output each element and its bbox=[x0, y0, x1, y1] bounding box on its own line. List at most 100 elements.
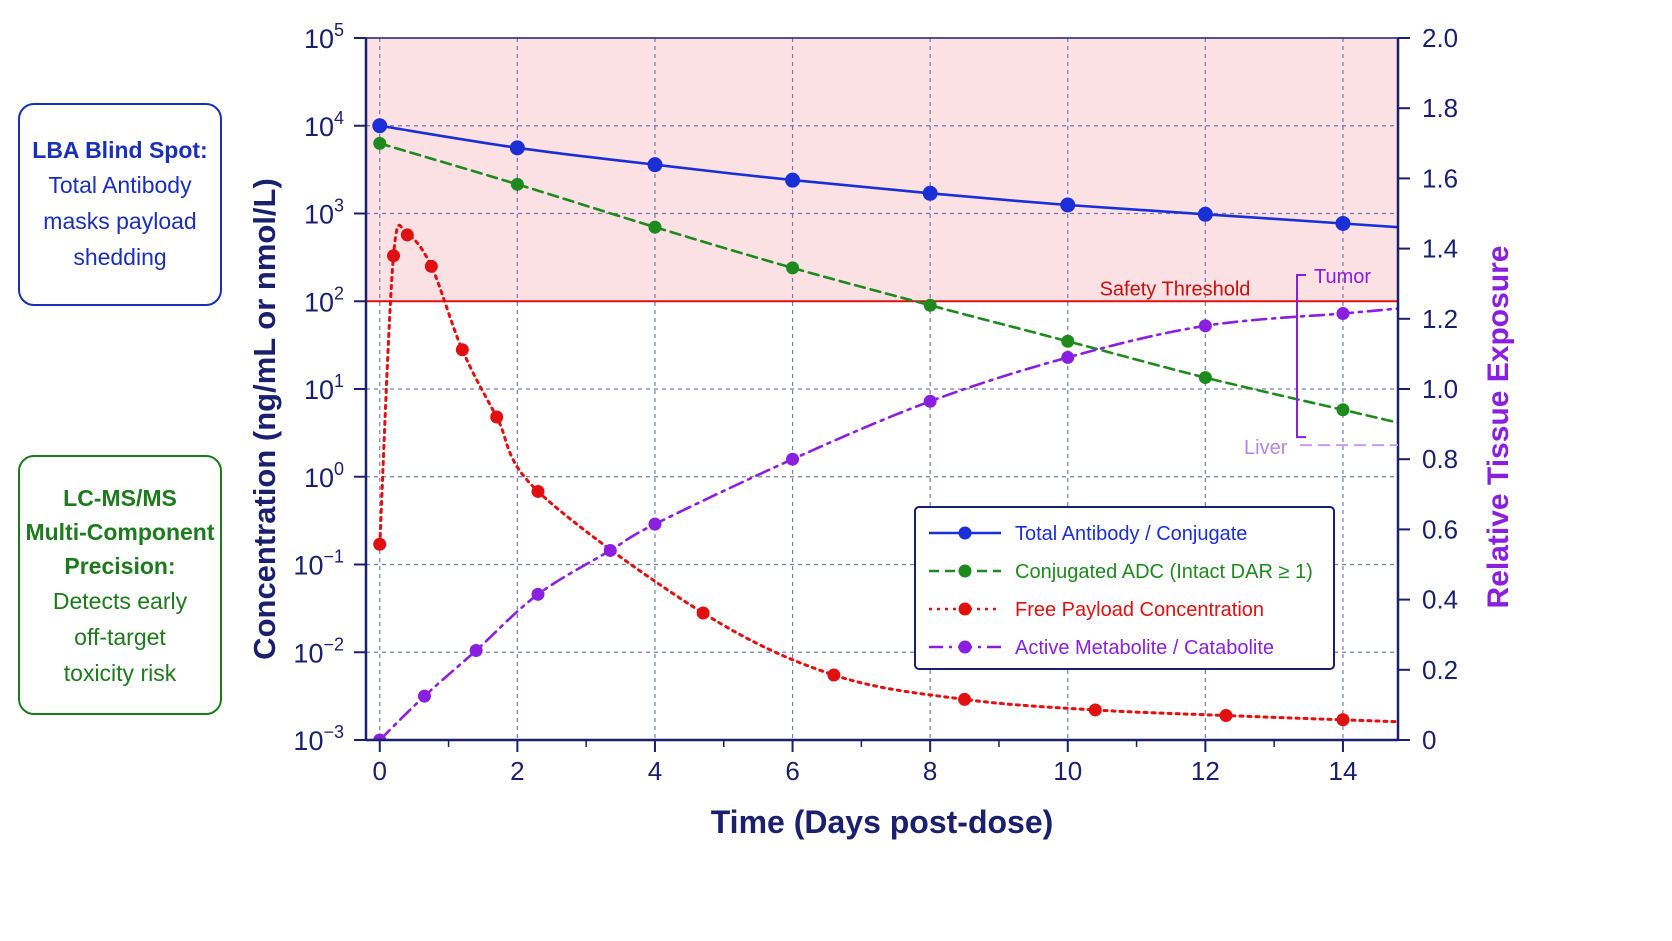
point-conj bbox=[648, 220, 662, 234]
point-conj bbox=[923, 298, 937, 312]
legend-label-metab: Active Metabolite / Catabolite bbox=[1015, 637, 1274, 659]
point-free bbox=[455, 343, 469, 357]
y2-tick-label: 2.0 bbox=[1422, 23, 1458, 53]
lcms-precision-note: LC-MS/MS Multi-Component Precision: Dete… bbox=[18, 455, 222, 715]
point-conj bbox=[510, 177, 524, 191]
y2-tick-label: 1.2 bbox=[1422, 304, 1458, 334]
y2-tick-label: 1.8 bbox=[1422, 93, 1458, 123]
point-conj bbox=[1336, 403, 1350, 417]
y2-tick-label: 1.6 bbox=[1422, 163, 1458, 193]
point-free bbox=[958, 692, 972, 706]
x-tick-label: 8 bbox=[923, 756, 937, 786]
point-total bbox=[647, 157, 663, 173]
point-metab bbox=[1061, 350, 1075, 364]
y-axis-label: Concentration (ng/mL or nmol/L) bbox=[247, 178, 282, 660]
point-conj bbox=[1061, 334, 1075, 348]
point-metab bbox=[417, 689, 431, 703]
point-free bbox=[400, 228, 414, 242]
y2-tick-label: 1.4 bbox=[1422, 234, 1458, 264]
point-free bbox=[1219, 709, 1233, 723]
point-free bbox=[373, 537, 387, 551]
y-tick-label: 103 bbox=[304, 196, 344, 230]
lba-blind-spot-note: LBA Blind Spot: Total Antibody masks pay… bbox=[18, 103, 222, 306]
series-line-conj bbox=[378, 142, 1398, 424]
point-total bbox=[372, 118, 388, 134]
y2-tick-label: 0.8 bbox=[1422, 444, 1458, 474]
point-total bbox=[1060, 197, 1076, 213]
point-conj bbox=[1198, 371, 1212, 385]
point-metab bbox=[1336, 307, 1350, 321]
point-free bbox=[490, 410, 504, 424]
y2-tick-label: 1.0 bbox=[1422, 374, 1458, 404]
point-total bbox=[509, 140, 525, 156]
x-tick-label: 14 bbox=[1328, 756, 1357, 786]
lba-note-line-3: shedding bbox=[73, 244, 167, 270]
y-tick-label: 10−1 bbox=[293, 547, 344, 581]
point-total bbox=[1197, 206, 1213, 222]
y-tick-label: 10−2 bbox=[293, 634, 344, 668]
x-tick-label: 12 bbox=[1191, 756, 1220, 786]
point-free bbox=[387, 249, 401, 263]
point-metab bbox=[1198, 319, 1212, 333]
legend-label-free: Free Payload Concentration bbox=[1015, 599, 1264, 621]
safety-threshold-label: Safety Threshold bbox=[1100, 278, 1251, 300]
point-conj bbox=[373, 136, 387, 150]
y-tick-label: 105 bbox=[304, 20, 344, 54]
legend-label-conj: Conjugated ADC (Intact DAR ≥ 1) bbox=[1015, 561, 1313, 583]
lba-note-title: LBA Blind Spot: bbox=[32, 137, 208, 163]
x-tick-label: 2 bbox=[510, 756, 524, 786]
lcms-note-title-1: LC-MS/MS bbox=[63, 485, 177, 511]
y-tick-label: 101 bbox=[304, 371, 344, 405]
point-free bbox=[1336, 713, 1350, 727]
lcms-note-title-2: Multi-Component bbox=[25, 519, 215, 545]
point-metab bbox=[786, 452, 800, 466]
y2-tick-label: 0 bbox=[1422, 725, 1436, 755]
y-tick-label: 102 bbox=[304, 283, 344, 317]
danger-zone bbox=[366, 38, 1398, 302]
y-tick-label: 104 bbox=[304, 108, 344, 142]
x-axis-label: Time (Days post-dose) bbox=[711, 804, 1054, 840]
x-tick-label: 10 bbox=[1053, 756, 1082, 786]
lcms-note-line-1: Detects early bbox=[52, 588, 188, 614]
point-total bbox=[785, 172, 801, 188]
tumor-label: Tumor bbox=[1314, 266, 1371, 288]
lba-note-line-1: Total Antibody bbox=[48, 172, 192, 198]
y2-axis-label: Relative Tissue Exposure bbox=[1482, 246, 1515, 609]
x-tick-label: 6 bbox=[785, 756, 799, 786]
point-metab bbox=[648, 517, 662, 531]
y2-tick-label: 0.2 bbox=[1422, 655, 1458, 685]
legend-label-total: Total Antibody / Conjugate bbox=[1015, 523, 1247, 545]
legend-marker-conj bbox=[958, 564, 972, 578]
y2-tick-label: 0.4 bbox=[1422, 585, 1458, 615]
point-total bbox=[1335, 215, 1351, 231]
legend-box bbox=[914, 506, 1335, 670]
point-free bbox=[1088, 703, 1102, 717]
lcms-note-line-3: toxicity risk bbox=[63, 660, 177, 686]
point-metab bbox=[531, 587, 545, 601]
point-free bbox=[424, 259, 438, 273]
lcms-note-title-3: Precision: bbox=[64, 553, 176, 579]
legend-marker-free bbox=[958, 602, 972, 616]
point-total bbox=[922, 185, 938, 201]
point-metab bbox=[603, 543, 617, 557]
point-free bbox=[531, 484, 545, 498]
point-free bbox=[827, 668, 841, 682]
lba-note-line-2: masks payload bbox=[43, 208, 197, 234]
point-metab bbox=[923, 394, 937, 408]
y2-tick-label: 0.6 bbox=[1422, 514, 1458, 544]
lcms-note-line-2: off-target bbox=[74, 624, 166, 650]
point-metab bbox=[469, 643, 483, 657]
series-line-metab bbox=[378, 307, 1398, 740]
point-metab bbox=[373, 733, 387, 740]
x-tick-label: 4 bbox=[648, 756, 662, 786]
x-tick-label: 0 bbox=[373, 756, 387, 786]
legend-marker-metab bbox=[958, 640, 972, 654]
point-free bbox=[696, 606, 710, 620]
liver-label: Liver bbox=[1244, 437, 1288, 459]
point-conj bbox=[786, 261, 800, 275]
legend-marker-total bbox=[958, 526, 972, 540]
y-tick-label: 10−3 bbox=[293, 722, 344, 756]
y-tick-label: 100 bbox=[304, 459, 344, 493]
tumor-liver-bracket bbox=[1296, 274, 1306, 439]
